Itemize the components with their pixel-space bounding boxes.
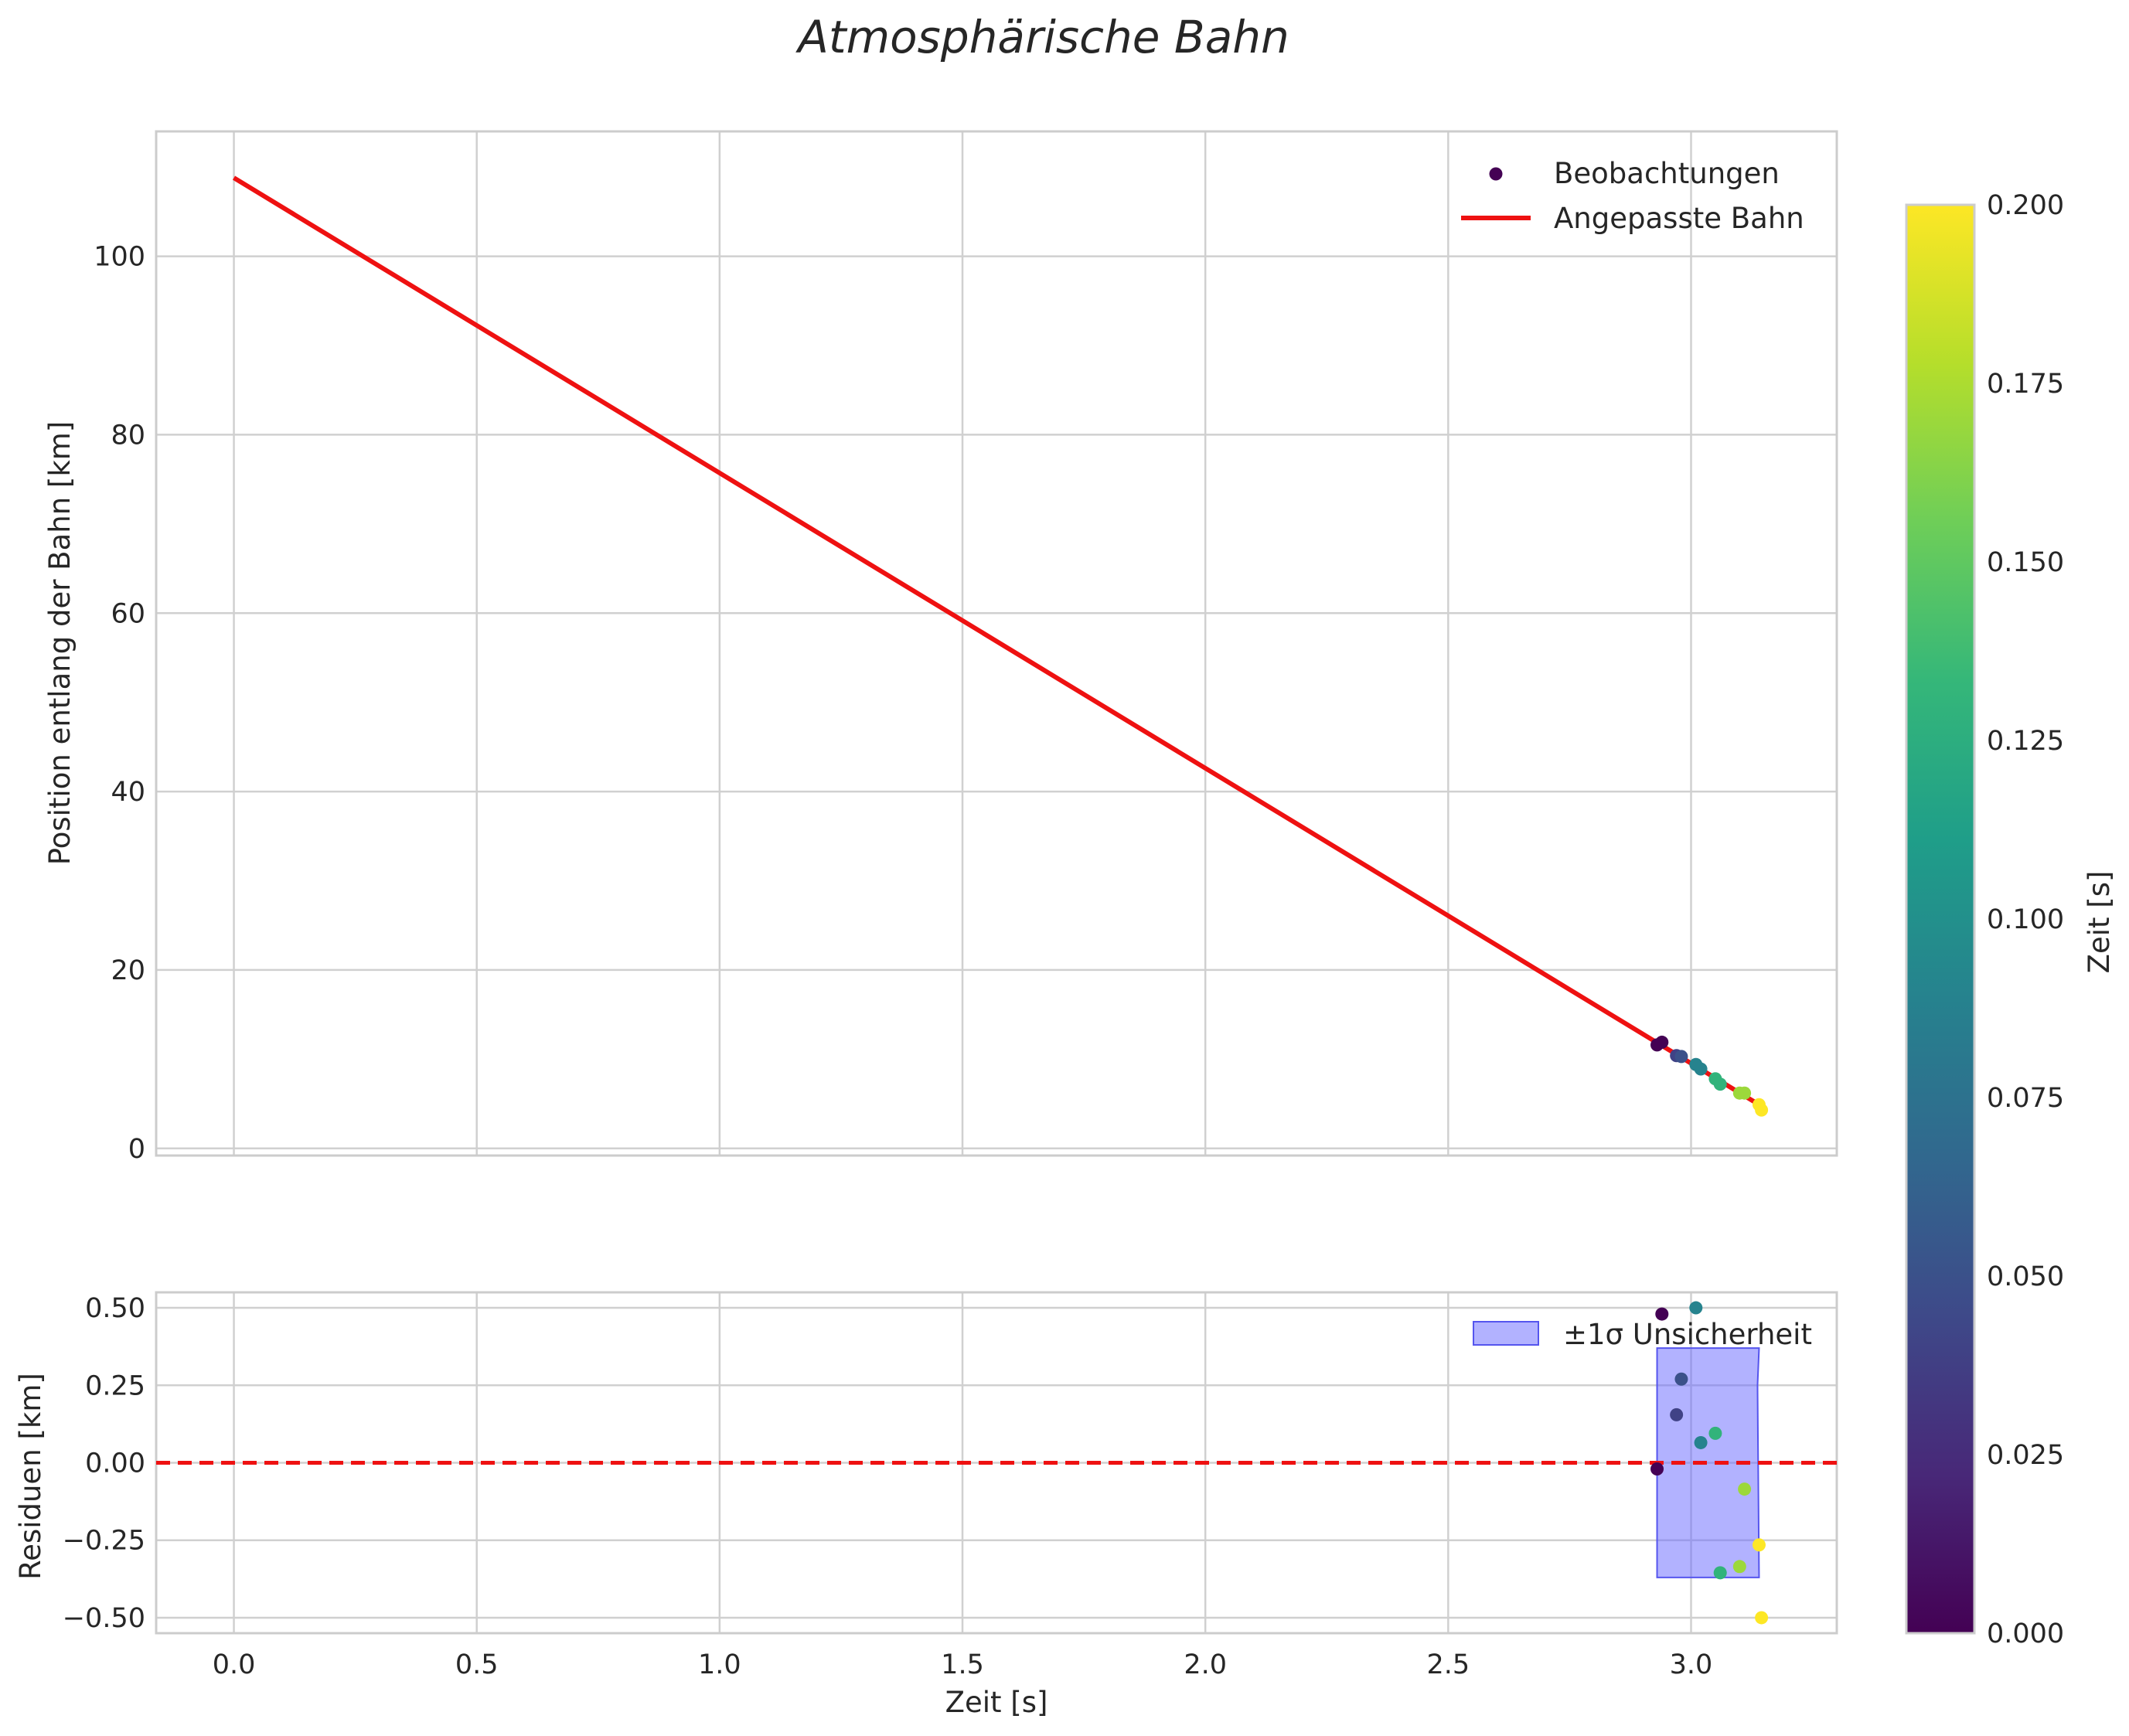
bottom-data-point — [1689, 1301, 1703, 1315]
top-data-point — [1755, 1103, 1769, 1117]
colorbar-label: Zeit [s] — [2083, 871, 2116, 974]
colorbar-tick-label: 0.025 — [1987, 1440, 2064, 1471]
bottom-panel: 0.0 0.5 1.0 1.5 2.0 2.5 3.0 0.50 0.25 0.00 −0.25 −0… — [63, 1291, 1838, 1680]
colorbar-tick-label: 0.125 — [1987, 726, 2064, 757]
colorbar-tick-label: 0.100 — [1987, 904, 2064, 935]
top-y-tick-label: 0 — [128, 1134, 145, 1165]
bottom-y-tick-label: 0.00 — [85, 1448, 145, 1479]
legend-marker-observations — [1489, 167, 1503, 181]
top-y-tick-label: 20 — [111, 955, 145, 986]
x-tick-label: 2.5 — [1427, 1649, 1470, 1680]
top-data-point — [1674, 1050, 1688, 1064]
top-data-point — [1738, 1086, 1752, 1100]
bottom-y-tick-label: −0.50 — [63, 1603, 145, 1634]
colorbar-tick-label: 0.050 — [1987, 1261, 2064, 1292]
top-axes-frame — [155, 130, 1838, 1157]
bottom-data-point — [1732, 1560, 1746, 1574]
top-data-point — [1713, 1077, 1727, 1091]
legend-label-uncertainty: ±1σ Unsicherheit — [1563, 1318, 1812, 1351]
bottom-data-point — [1738, 1482, 1752, 1496]
bottom-y-tick-label: −0.25 — [63, 1526, 145, 1557]
bottom-y-tick-label: 0.50 — [85, 1293, 145, 1324]
bottom-data-point — [1670, 1408, 1684, 1421]
top-data-point — [1694, 1062, 1708, 1076]
colorbar-tick-label: 0.150 — [1987, 547, 2064, 578]
top-y-tick-label: 60 — [111, 598, 145, 629]
x-tick-label: 3.0 — [1670, 1649, 1713, 1680]
x-tick-label: 1.0 — [698, 1649, 741, 1680]
top-y-axis-label: Position entlang der Bahn [km] — [43, 421, 77, 865]
legend-label-fitted: Angepasste Bahn — [1554, 202, 1804, 235]
bottom-data-point — [1708, 1426, 1722, 1440]
x-tick-label: 0.0 — [213, 1649, 256, 1680]
top-y-tick-label: 80 — [111, 420, 145, 451]
bottom-data-point — [1755, 1611, 1769, 1625]
bottom-y-axis-label: Residuen [km] — [14, 1373, 47, 1580]
legend-label-observations: Beobachtungen — [1554, 157, 1780, 190]
bottom-data-point — [1694, 1435, 1708, 1449]
colorbar-tick-label: 0.175 — [1987, 369, 2064, 400]
bottom-y-tick-label: 0.25 — [85, 1370, 145, 1401]
x-tick-label: 0.5 — [455, 1649, 499, 1680]
colorbar: 0.000 0.025 0.050 0.075 0.100 0.125 0.150 0.175… — [1905, 190, 2064, 1649]
fitted-trajectory-line — [232, 175, 1761, 1107]
bottom-data-point — [1674, 1372, 1688, 1386]
bottom-data-point — [1655, 1307, 1669, 1321]
colorbar-gradient — [1905, 203, 1976, 1635]
bottom-data-point — [1752, 1538, 1766, 1552]
bottom-data-point — [1650, 1462, 1664, 1476]
colorbar-tick-label: 0.200 — [1987, 190, 2064, 221]
top-data-point — [1655, 1035, 1669, 1049]
chart-title: Atmosphärische Bahn — [795, 11, 1289, 63]
colorbar-tick-label: 0.075 — [1987, 1083, 2064, 1114]
top-panel: 0 20 40 60 80 100 Beobachtungen Angepasste Bahn — [94, 130, 1838, 1165]
x-tick-label: 2.0 — [1184, 1649, 1227, 1680]
x-tick-label: 1.5 — [941, 1649, 984, 1680]
uncertainty-band — [1656, 1347, 1760, 1578]
legend-marker-uncertainty — [1473, 1321, 1539, 1346]
top-legend: Beobachtungen Angepasste Bahn — [1461, 157, 1804, 235]
top-y-tick-label: 40 — [111, 777, 145, 808]
colorbar-tick-label: 0.000 — [1987, 1619, 2064, 1649]
top-y-tick-label: 100 — [94, 242, 145, 273]
x-axis-label: Zeit [s] — [945, 1686, 1048, 1719]
bottom-data-point — [1713, 1566, 1727, 1580]
bottom-legend: ±1σ Unsicherheit — [1473, 1318, 1812, 1351]
